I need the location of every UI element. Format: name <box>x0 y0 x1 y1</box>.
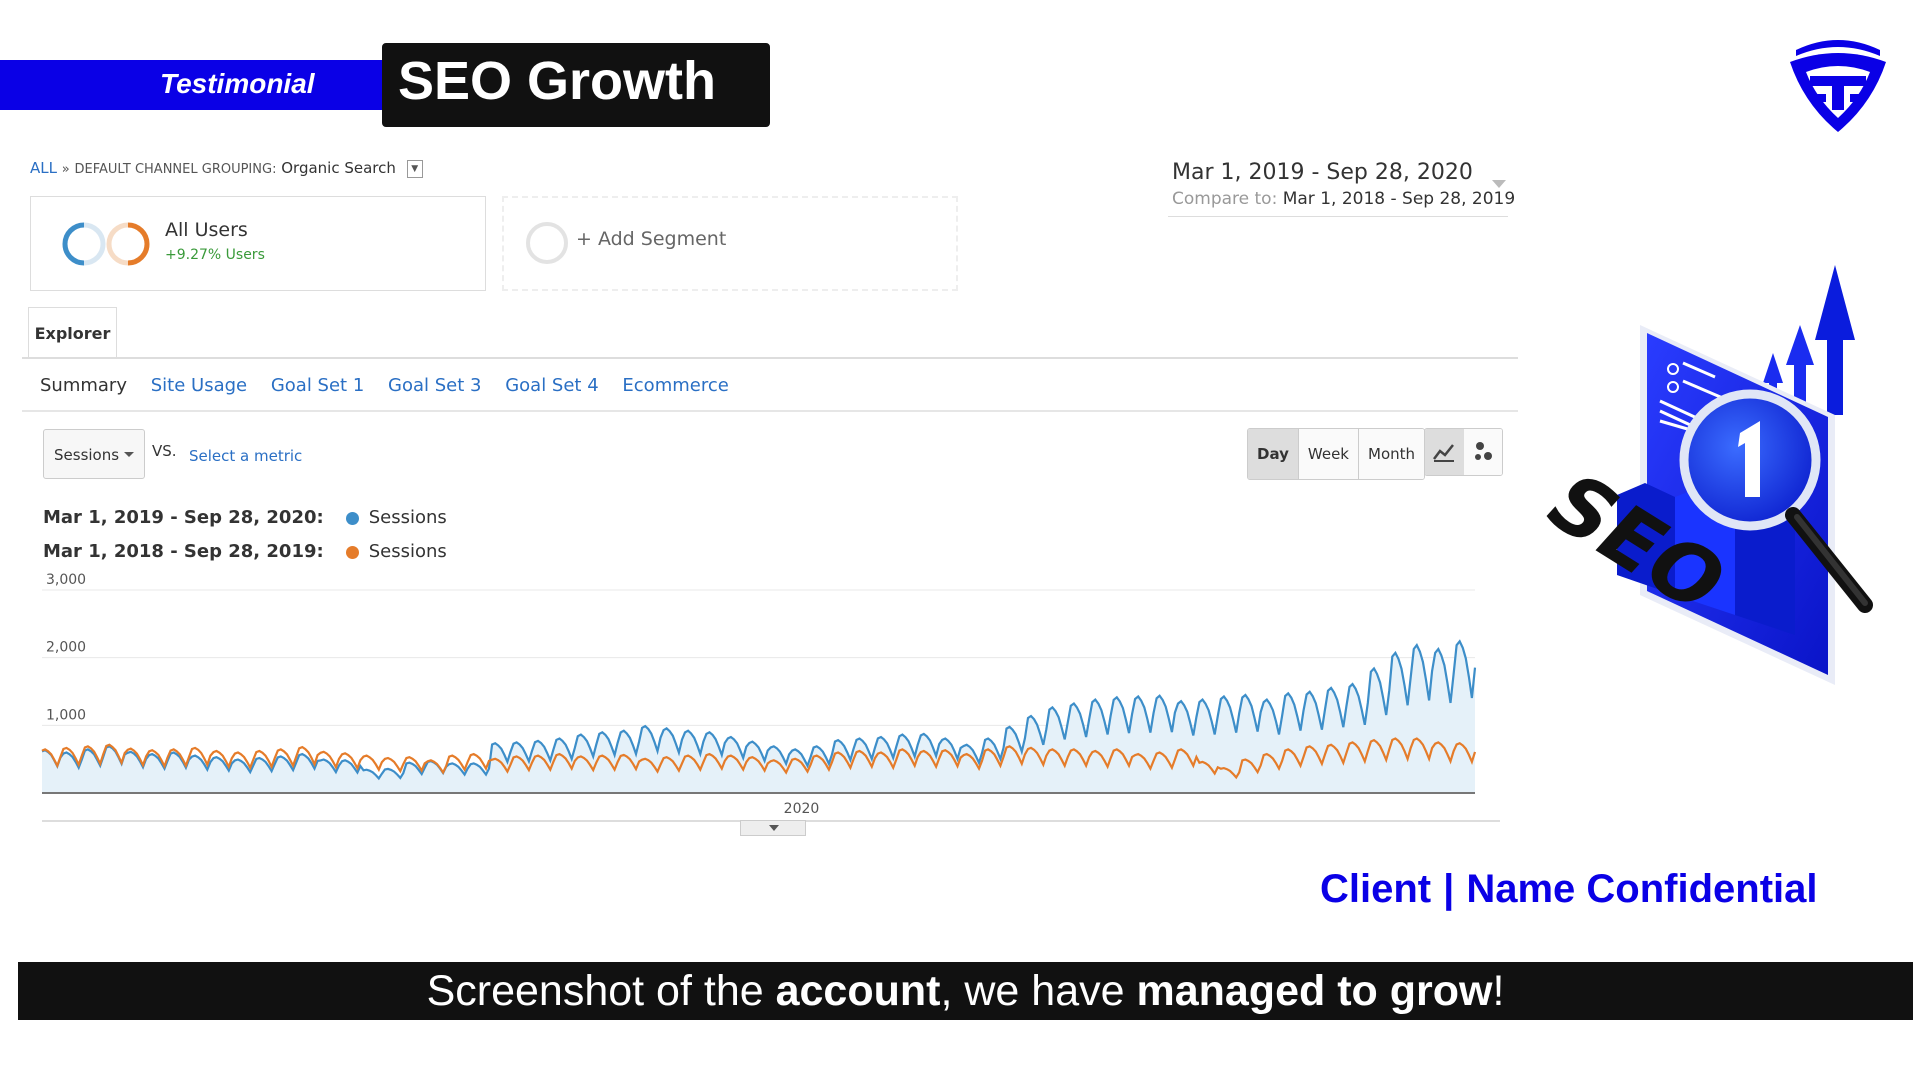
legend-previous-dot <box>345 545 359 559</box>
chart-collapse-handle[interactable] <box>740 820 806 836</box>
motion-chart-icon[interactable] <box>1463 429 1502 475</box>
testimonial-tag: Testimonial <box>160 68 315 99</box>
period-month-button[interactable]: Month <box>1359 429 1425 479</box>
breadcrumb-all-link[interactable]: ALL <box>30 159 57 177</box>
client-title: Client <box>1320 867 1432 911</box>
grouping-dropdown-icon[interactable]: ▼ <box>406 159 423 178</box>
x-tick-label: 2020 <box>784 801 820 817</box>
date-divider <box>1168 216 1508 217</box>
legend-current-range: Mar 1, 2019 - Sep 28, 2020: <box>43 507 324 528</box>
client-name: Name Confidential <box>1466 867 1818 911</box>
sessions-line-chart: 3,000 2,000 1,000 2020 <box>41 572 1500 822</box>
series-line-0 <box>41 639 1477 781</box>
grouping-value: Organic Search <box>281 159 396 177</box>
client-separator: | <box>1443 867 1455 911</box>
client-label: Client | Name Confidential <box>1320 867 1817 912</box>
compare-value: Mar 1, 2018 - Sep 28, 2019 <box>1282 189 1516 209</box>
footer-text-2: , we have <box>940 967 1137 1015</box>
legend-current: Mar 1, 2019 - Sep 28, 2020: Sessions <box>43 507 447 528</box>
add-segment-button[interactable]: + Add Segment <box>576 228 727 250</box>
series-line-1 <box>41 737 1477 780</box>
title-box <box>382 43 770 127</box>
compare-label: Compare to: <box>1172 189 1278 209</box>
legend-previous: Mar 1, 2018 - Sep 28, 2019: Sessions <box>43 541 447 562</box>
metric-select[interactable]: Sessions <box>43 429 145 479</box>
footer-text-3: ! <box>1492 967 1505 1015</box>
period-week-button[interactable]: Week <box>1298 429 1359 479</box>
legend-previous-range: Mar 1, 2018 - Sep 28, 2019: <box>43 541 324 562</box>
metric-select-value: Sessions <box>54 446 120 464</box>
subtab-goal-set-4[interactable]: Goal Set 4 <box>505 375 599 396</box>
subtab-goal-set-3[interactable]: Goal Set 3 <box>388 375 482 396</box>
legend-previous-metric: Sessions <box>368 541 447 562</box>
period-toggle: Day Week Month <box>1247 428 1426 480</box>
tab-explorer[interactable]: Explorer <box>28 307 117 357</box>
select-metric-link[interactable]: Select a metric <box>189 447 303 465</box>
legend-current-metric: Sessions <box>368 507 447 528</box>
breadcrumb: ALL » DEFAULT CHANNEL GROUPING: Organic … <box>30 159 423 178</box>
footer-bold-1: account <box>775 967 941 1015</box>
period-day-button[interactable]: Day <box>1248 429 1299 479</box>
brand-logo-icon <box>1790 40 1886 132</box>
segment-rings-icon <box>62 222 150 266</box>
tab-divider <box>22 357 1518 359</box>
footer-caption: Screenshot of the account, we have manag… <box>18 962 1913 1020</box>
subtab-goal-set-1[interactable]: Goal Set 1 <box>270 375 365 396</box>
tag-bar <box>0 60 385 110</box>
page-title: SEO Growth <box>398 51 717 111</box>
series-area-0 <box>42 641 1475 793</box>
subtab-divider <box>22 410 1518 412</box>
subtab-ecommerce[interactable]: Ecommerce <box>622 375 729 396</box>
subtab-bar: Summary Site Usage Goal Set 1 Goal Set 3… <box>40 375 747 396</box>
footer-bold-2: managed to grow <box>1136 967 1493 1015</box>
segment-change: +9.27% Users <box>165 247 265 263</box>
y-tick-label: 3,000 <box>46 572 86 588</box>
chevron-down-icon <box>124 452 134 457</box>
compare-range: Compare to: Mar 1, 2018 - Sep 28, 2019 <box>1172 189 1515 209</box>
y-tick-label: 1,000 <box>46 707 86 723</box>
segment-all-users[interactable]: All Users +9.27% Users <box>30 196 486 291</box>
y-tick-label: 2,000 <box>46 640 86 656</box>
vs-label: VS. <box>152 442 177 460</box>
footer-text-1: Screenshot of the <box>426 967 776 1015</box>
line-chart-icon[interactable] <box>1425 429 1464 475</box>
seo-illustration-icon: SEO <box>1535 265 1873 685</box>
subtab-summary[interactable]: Summary <box>40 375 127 396</box>
chart-type-toggle <box>1424 428 1503 476</box>
legend-current-dot <box>345 511 359 525</box>
breadcrumb-separator: » <box>61 162 70 177</box>
empty-segment-ring-icon <box>526 222 568 264</box>
date-range[interactable]: Mar 1, 2019 - Sep 28, 2020 <box>1172 160 1473 185</box>
segment-title: All Users <box>165 219 248 241</box>
date-dropdown-icon[interactable] <box>1492 180 1506 188</box>
add-segment-box[interactable] <box>502 196 958 291</box>
subtab-site-usage[interactable]: Site Usage <box>150 375 248 396</box>
grouping-label: DEFAULT CHANNEL GROUPING: <box>74 162 277 177</box>
